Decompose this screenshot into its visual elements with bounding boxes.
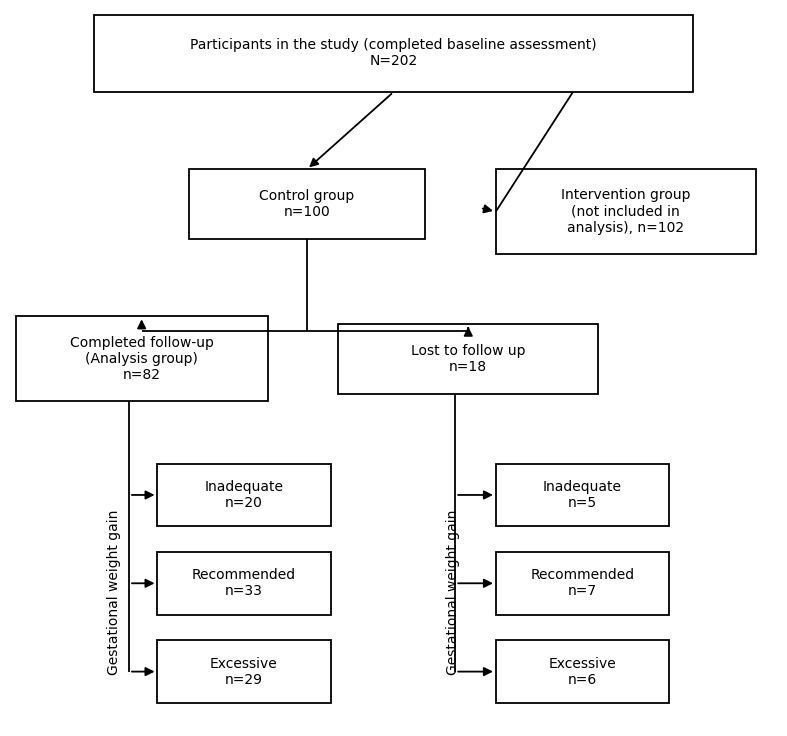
Text: Recommended
n=33: Recommended n=33 [192,568,296,598]
FancyBboxPatch shape [189,169,425,239]
FancyBboxPatch shape [16,316,268,401]
FancyBboxPatch shape [496,464,669,526]
FancyBboxPatch shape [94,15,693,92]
Text: Control group
n=100: Control group n=100 [259,189,355,219]
Text: Participants in the study (completed baseline assessment)
N=202: Participants in the study (completed bas… [190,38,597,68]
Text: Lost to follow up
n=18: Lost to follow up n=18 [411,344,526,374]
FancyBboxPatch shape [496,640,669,703]
Text: Excessive
n=29: Excessive n=29 [210,657,278,687]
FancyBboxPatch shape [157,552,331,615]
Text: Inadequate
n=20: Inadequate n=20 [205,480,283,510]
FancyBboxPatch shape [496,552,669,615]
FancyBboxPatch shape [157,464,331,526]
Text: Gestational weight gain: Gestational weight gain [107,510,121,675]
Text: Intervention group
(not included in
analysis), n=102: Intervention group (not included in anal… [561,188,690,235]
Text: Inadequate
n=5: Inadequate n=5 [543,480,622,510]
Text: Excessive
n=6: Excessive n=6 [549,657,616,687]
Text: Completed follow-up
(Analysis group)
n=82: Completed follow-up (Analysis group) n=8… [70,336,213,382]
Text: Recommended
n=7: Recommended n=7 [530,568,634,598]
FancyBboxPatch shape [157,640,331,703]
FancyBboxPatch shape [496,169,756,254]
FancyBboxPatch shape [338,324,598,394]
Text: Gestational weight gain: Gestational weight gain [445,510,460,675]
